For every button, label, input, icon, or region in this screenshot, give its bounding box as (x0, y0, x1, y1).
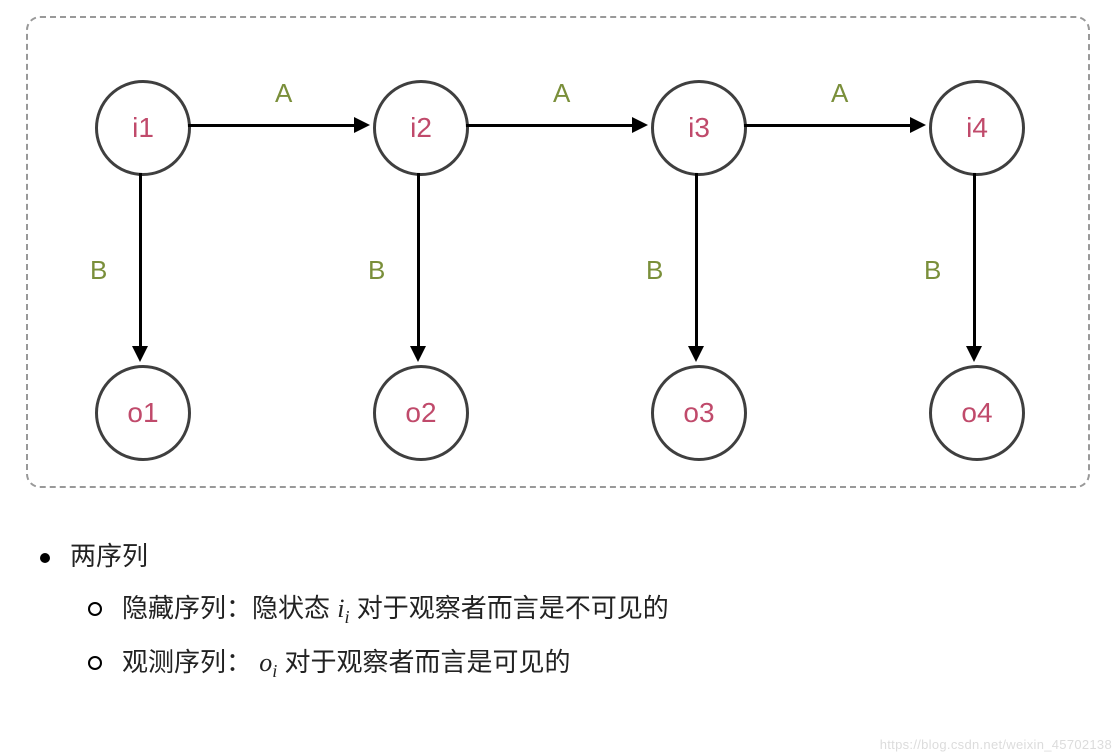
node-i2: i2 (373, 80, 469, 176)
edge-label: B (646, 255, 663, 286)
node-label: o2 (405, 397, 436, 429)
edge-i4-o4 (973, 173, 976, 348)
edge-i3-i4 (744, 124, 912, 127)
node-o4: o4 (929, 365, 1025, 461)
arrow-head-icon (410, 346, 426, 362)
edge-label: B (924, 255, 941, 286)
node-i1: i1 (95, 80, 191, 176)
node-label: o3 (683, 397, 714, 429)
list-item: 隐藏序列：隐状态 ii 对于观察者而言是不可见的 (40, 582, 669, 636)
node-o1: o1 (95, 365, 191, 461)
edge-i2-o2 (417, 173, 420, 348)
edge-i1-i2 (188, 124, 356, 127)
node-label: i2 (410, 112, 432, 144)
edge-i1-o1 (139, 173, 142, 348)
node-label: i3 (688, 112, 710, 144)
node-i4: i4 (929, 80, 1025, 176)
bullet-circle-icon (88, 656, 102, 670)
list-item: 两序列 (40, 530, 669, 582)
bullet-text: 两序列 (70, 530, 148, 582)
arrow-head-icon (354, 117, 370, 133)
sub-bullet-text: 观测序列： oi 对于观察者而言是可见的 (122, 636, 571, 690)
edge-i2-i3 (466, 124, 634, 127)
arrow-head-icon (632, 117, 648, 133)
node-label: i4 (966, 112, 988, 144)
node-label: o4 (961, 397, 992, 429)
arrow-head-icon (132, 346, 148, 362)
node-o3: o3 (651, 365, 747, 461)
explanation-list: 两序列 隐藏序列：隐状态 ii 对于观察者而言是不可见的 观测序列： oi 对于… (40, 530, 669, 689)
math-subscript: i (344, 607, 349, 627)
edge-i3-o3 (695, 173, 698, 348)
bullet-icon (40, 553, 50, 563)
math-subscript: i (272, 661, 277, 681)
bullet-circle-icon (88, 602, 102, 616)
node-o2: o2 (373, 365, 469, 461)
edge-label: B (90, 255, 107, 286)
edge-label: B (368, 255, 385, 286)
node-i3: i3 (651, 80, 747, 176)
arrow-head-icon (910, 117, 926, 133)
watermark-text: https://blog.csdn.net/weixin_45702138 (880, 737, 1112, 752)
list-item: 观测序列： oi 对于观察者而言是可见的 (40, 636, 669, 690)
arrow-head-icon (688, 346, 704, 362)
edge-label: A (553, 78, 570, 109)
edge-label: A (831, 78, 848, 109)
edge-label: A (275, 78, 292, 109)
math-var: o (259, 648, 272, 677)
node-label: i1 (132, 112, 154, 144)
arrow-head-icon (966, 346, 982, 362)
sub-bullet-text: 隐藏序列：隐状态 ii 对于观察者而言是不可见的 (122, 582, 669, 636)
node-label: o1 (127, 397, 158, 429)
